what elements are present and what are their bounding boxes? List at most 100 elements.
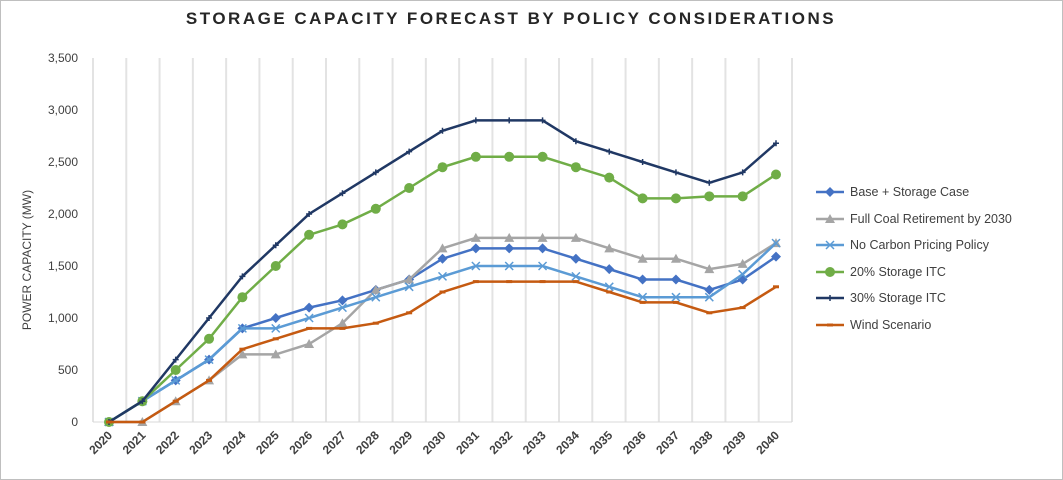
data-point-base-storage-case bbox=[604, 264, 615, 275]
x-tick-label: 2035 bbox=[587, 428, 616, 457]
data-point-30-storage-itc bbox=[439, 127, 446, 134]
data-point-no-carbon-pricing-policy bbox=[371, 292, 381, 302]
data-point-30-storage-itc bbox=[572, 138, 579, 145]
x-tick-label: 2029 bbox=[386, 428, 415, 457]
legend-marker-icon bbox=[816, 323, 844, 327]
data-point-20-storage-itc bbox=[470, 151, 481, 162]
x-tick-label: 2033 bbox=[520, 428, 549, 457]
data-point-full-coal-retirement-by-2030 bbox=[270, 349, 281, 359]
data-point-full-coal-retirement-by-2030 bbox=[404, 274, 415, 284]
data-point-30-storage-itc bbox=[606, 148, 613, 155]
data-point-base-storage-case bbox=[637, 274, 648, 285]
data-point-full-coal-retirement-by-2030 bbox=[670, 253, 681, 263]
legend-marker bbox=[825, 187, 835, 198]
data-point-20-storage-itc bbox=[670, 193, 681, 204]
data-point-no-carbon-pricing-policy bbox=[638, 292, 648, 302]
x-tick-label: 2020 bbox=[86, 428, 115, 457]
data-point-base-storage-case bbox=[704, 284, 715, 295]
data-point-base-storage-case bbox=[504, 243, 515, 254]
legend-item: 30% Storage ITC bbox=[816, 285, 1012, 312]
legend-label: Base + Storage Case bbox=[850, 185, 970, 200]
x-tick-label: 2034 bbox=[553, 428, 582, 457]
y-tick-label: 1,500 bbox=[48, 259, 78, 273]
x-tick-label: 2025 bbox=[253, 428, 282, 457]
data-point-30-storage-itc bbox=[472, 117, 479, 124]
y-tick-label: 0 bbox=[71, 415, 78, 429]
data-point-full-coal-retirement-by-2030 bbox=[737, 258, 748, 268]
data-point-30-storage-itc bbox=[506, 117, 513, 124]
data-point-base-storage-case bbox=[470, 243, 481, 254]
data-point-20-storage-itc bbox=[704, 191, 715, 202]
data-point-20-storage-itc bbox=[237, 292, 248, 303]
legend-label: Wind Scenario bbox=[850, 317, 932, 332]
x-tick-label: 2026 bbox=[286, 428, 315, 457]
data-point-no-carbon-pricing-policy bbox=[337, 303, 347, 313]
y-tick-label: 500 bbox=[58, 363, 78, 377]
data-point-full-coal-retirement-by-2030 bbox=[570, 232, 581, 242]
x-tick-label: 2030 bbox=[420, 428, 449, 457]
data-point-20-storage-itc bbox=[771, 169, 781, 180]
data-point-no-carbon-pricing-policy bbox=[271, 323, 281, 333]
data-point-30-storage-itc bbox=[773, 140, 779, 147]
legend-marker bbox=[825, 266, 835, 277]
legend-label: 30% Storage ITC bbox=[850, 291, 946, 306]
data-point-30-storage-itc bbox=[306, 211, 313, 217]
data-point-no-carbon-pricing-policy bbox=[504, 261, 514, 271]
data-point-30-storage-itc bbox=[239, 273, 246, 280]
legend-marker bbox=[825, 213, 835, 223]
legend-marker bbox=[827, 295, 833, 302]
data-point-30-storage-itc bbox=[539, 117, 546, 124]
data-point-20-storage-itc bbox=[570, 162, 581, 173]
y-tick-label: 3,000 bbox=[48, 103, 78, 117]
data-point-no-carbon-pricing-policy bbox=[204, 355, 214, 365]
data-point-full-coal-retirement-by-2030 bbox=[237, 349, 248, 359]
x-tick-label: 2032 bbox=[487, 428, 516, 457]
data-point-no-carbon-pricing-policy bbox=[304, 313, 314, 323]
series-line-full-coal-retirement-by-2030 bbox=[109, 236, 777, 424]
legend-item: 20% Storage ITC bbox=[816, 259, 1012, 286]
y-tick-label: 3,500 bbox=[48, 51, 78, 65]
legend: Base + Storage Case Full Coal Retirement … bbox=[816, 179, 1012, 338]
data-point-base-storage-case bbox=[337, 295, 348, 306]
data-point-no-carbon-pricing-policy bbox=[237, 323, 247, 333]
data-point-20-storage-itc bbox=[270, 261, 281, 271]
data-point-no-carbon-pricing-policy bbox=[704, 292, 714, 302]
data-point-20-storage-itc bbox=[437, 162, 448, 173]
data-point-20-storage-itc bbox=[504, 151, 515, 162]
chart-title: STORAGE CAPACITY FORECAST BY POLICY CONS… bbox=[185, 9, 837, 28]
data-point-30-storage-itc bbox=[339, 190, 346, 197]
data-point-20-storage-itc bbox=[637, 193, 648, 204]
data-point-no-carbon-pricing-policy bbox=[471, 261, 481, 271]
legend-item: Full Coal Retirement by 2030 bbox=[816, 206, 1012, 233]
data-point-full-coal-retirement-by-2030 bbox=[437, 243, 448, 253]
data-point-base-storage-case bbox=[537, 243, 548, 254]
data-point-base-storage-case bbox=[270, 313, 281, 323]
legend-item: Wind Scenario bbox=[816, 312, 1012, 339]
data-point-20-storage-itc bbox=[737, 191, 748, 202]
data-point-full-coal-retirement-by-2030 bbox=[637, 253, 648, 263]
data-point-base-storage-case bbox=[670, 274, 681, 285]
data-point-30-storage-itc bbox=[639, 159, 646, 165]
legend-label: No Carbon Pricing Policy bbox=[850, 238, 989, 253]
data-point-30-storage-itc bbox=[672, 169, 679, 176]
data-point-30-storage-itc bbox=[172, 356, 179, 363]
x-tick-label: 2024 bbox=[220, 428, 249, 457]
data-point-no-carbon-pricing-policy bbox=[437, 271, 448, 281]
data-point-30-storage-itc bbox=[372, 169, 379, 176]
series-line-no-carbon-pricing-policy bbox=[108, 242, 777, 424]
data-point-base-storage-case bbox=[437, 253, 448, 264]
data-point-no-carbon-pricing-policy bbox=[404, 282, 414, 292]
data-point-full-coal-retirement-by-2030 bbox=[537, 232, 548, 242]
data-point-base-storage-case bbox=[570, 253, 581, 264]
data-point-20-storage-itc bbox=[170, 365, 181, 375]
data-point-20-storage-itc bbox=[204, 333, 215, 344]
data-point-20-storage-itc bbox=[304, 229, 315, 240]
x-tick-label: 2022 bbox=[153, 428, 182, 457]
legend-marker-icon bbox=[816, 266, 844, 277]
data-point-30-storage-itc bbox=[272, 242, 279, 249]
y-tick-label: 1,000 bbox=[48, 311, 78, 325]
data-point-30-storage-itc bbox=[406, 148, 413, 155]
legend-marker-icon bbox=[816, 240, 844, 250]
data-point-no-carbon-pricing-policy bbox=[538, 261, 548, 271]
